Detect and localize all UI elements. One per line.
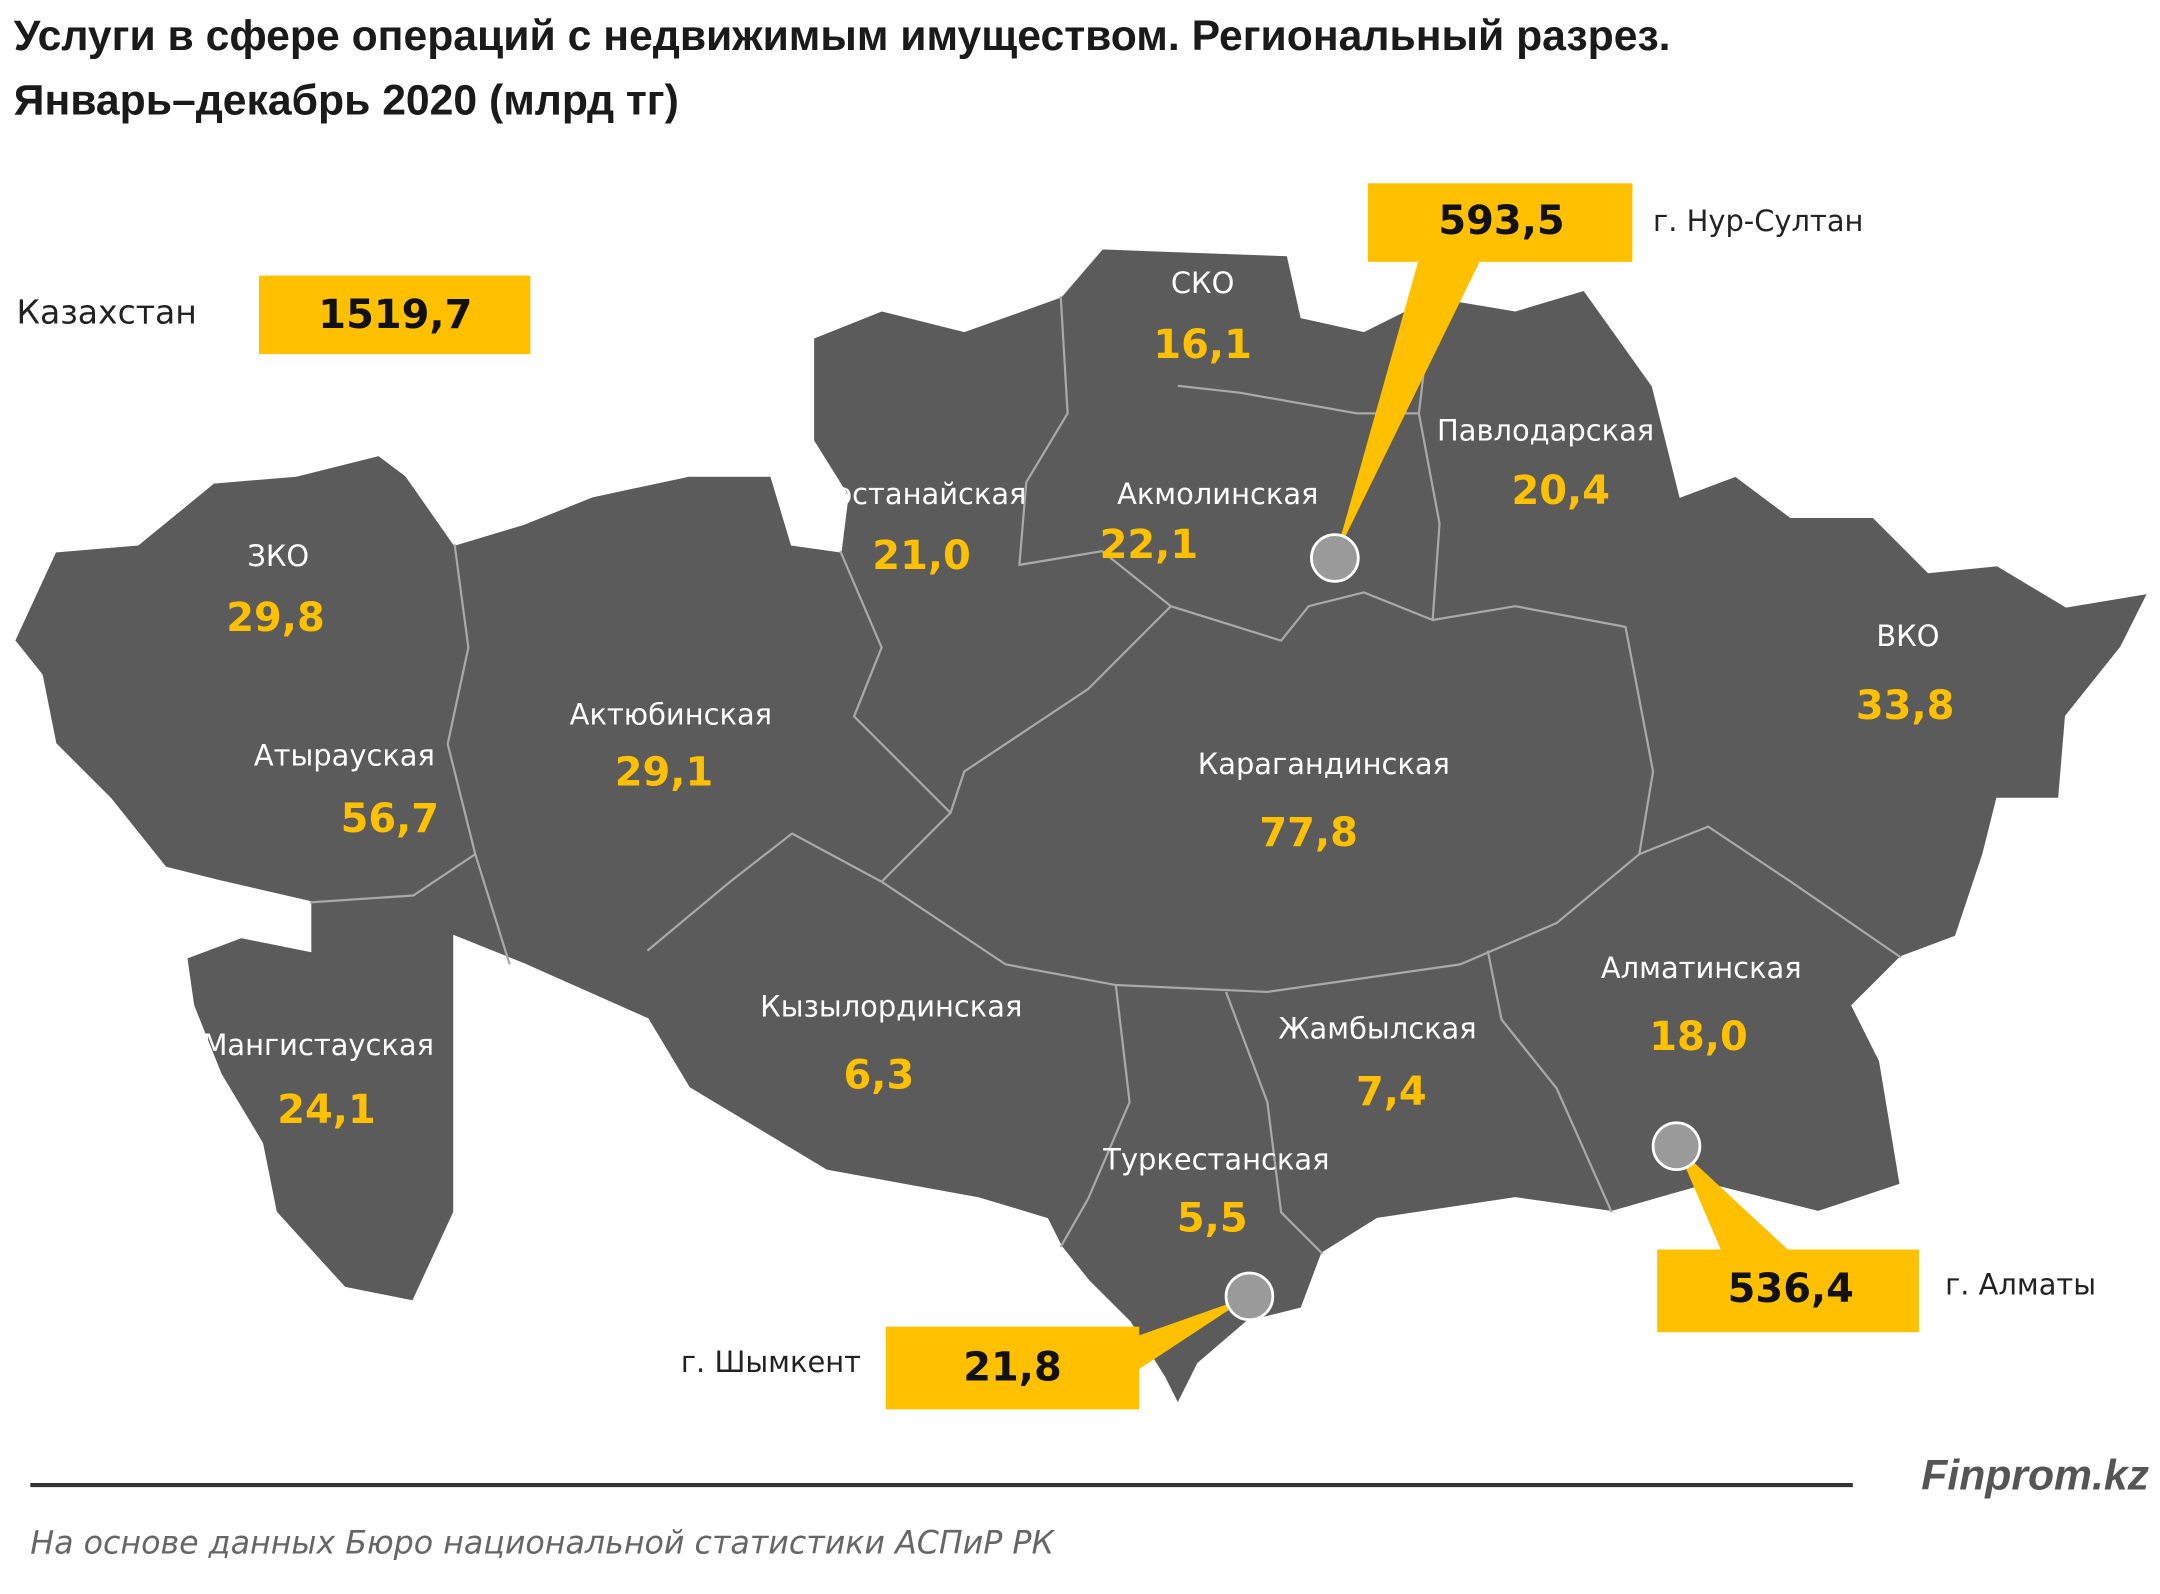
callout-pointer: [1334, 259, 1481, 558]
region-value: 18,0: [1649, 1014, 1748, 1060]
city-callouts: 593,5 г. Нур-Султан 536,4 г. Алматы 21,8…: [681, 183, 2096, 1410]
brand: Finprom.kz: [1921, 1451, 2149, 1499]
city-value: 21,8: [963, 1344, 1062, 1390]
source-note: На основе данных Бюро национальной стати…: [30, 1525, 1055, 1561]
region-value: 5,5: [1177, 1196, 1248, 1242]
border: [309, 853, 476, 904]
map-outline: [12, 246, 2152, 1409]
border: [1224, 991, 1324, 1255]
region-name: СКО: [1171, 266, 1234, 300]
region-name: Костанайская: [814, 477, 1027, 511]
region-value: 77,8: [1259, 810, 1358, 856]
region-borders: [309, 296, 1902, 1255]
region-value: 16,1: [1153, 322, 1252, 368]
city-value: 593,5: [1438, 198, 1564, 244]
city-marker: [1310, 533, 1360, 583]
city-name: г. Шымкент: [681, 1345, 861, 1379]
region-name: Атырауская: [254, 739, 435, 773]
region-value: 6,3: [844, 1052, 915, 1098]
region-value: 20,4: [1511, 468, 1610, 514]
region-value: 21,0: [872, 533, 971, 579]
region-name: Павлодарская: [1437, 414, 1654, 448]
callout-pointer: [1676, 1146, 1791, 1253]
city-name: г. Нур-Султан: [1653, 204, 1863, 238]
region-value: 24,1: [277, 1087, 376, 1133]
region-name: Мангистауская: [202, 1028, 434, 1062]
region-name: Актюбинская: [570, 697, 772, 731]
region-value: 33,8: [1856, 683, 1955, 729]
border: [1486, 950, 1613, 1213]
regions: СКО 16,1 Павлодарская 20,4 Костанайская …: [202, 266, 1954, 1241]
border: [646, 550, 953, 952]
country-label: Казахстан: [17, 293, 197, 332]
region-name: ЗКО: [247, 539, 309, 573]
region-value: 22,1: [1100, 522, 1199, 568]
city-value-box: [1657, 1249, 1919, 1333]
title-line-2: Январь–декабрь 2020 (млрд тг): [14, 77, 679, 125]
region-name: Кызылординская: [760, 989, 1022, 1023]
country-value-box: [258, 275, 531, 355]
city-value-box: [1367, 183, 1633, 262]
city-marker: [1651, 1121, 1702, 1172]
city-name: г. Алматы: [1945, 1268, 2096, 1302]
border: [446, 544, 511, 965]
region-value: 56,7: [341, 796, 440, 842]
border: [949, 605, 1172, 814]
border: [1059, 984, 1131, 1248]
region-name: Туркестанская: [1102, 1142, 1329, 1176]
city-value: 536,4: [1728, 1266, 1854, 1312]
region-name: ВКО: [1876, 619, 1939, 653]
border: [1432, 605, 1902, 959]
region-name: Алматинская: [1601, 951, 1802, 985]
border: [881, 853, 1640, 994]
region-value: 7,4: [1356, 1069, 1427, 1115]
region-value: 29,1: [615, 749, 714, 795]
city-marker: [1224, 1271, 1275, 1322]
region-name: Жамбылская: [1278, 1011, 1476, 1045]
title-line-1: Услуги в сфере операций с недвижимым иму…: [14, 12, 1671, 60]
country-value: 1519,7: [318, 292, 472, 338]
region-name: Акмолинская: [1117, 477, 1318, 511]
border: [1018, 296, 1441, 642]
region-name: Карагандинская: [1198, 747, 1450, 781]
city-value-box: [885, 1326, 1140, 1410]
region-value: 29,8: [226, 595, 325, 641]
